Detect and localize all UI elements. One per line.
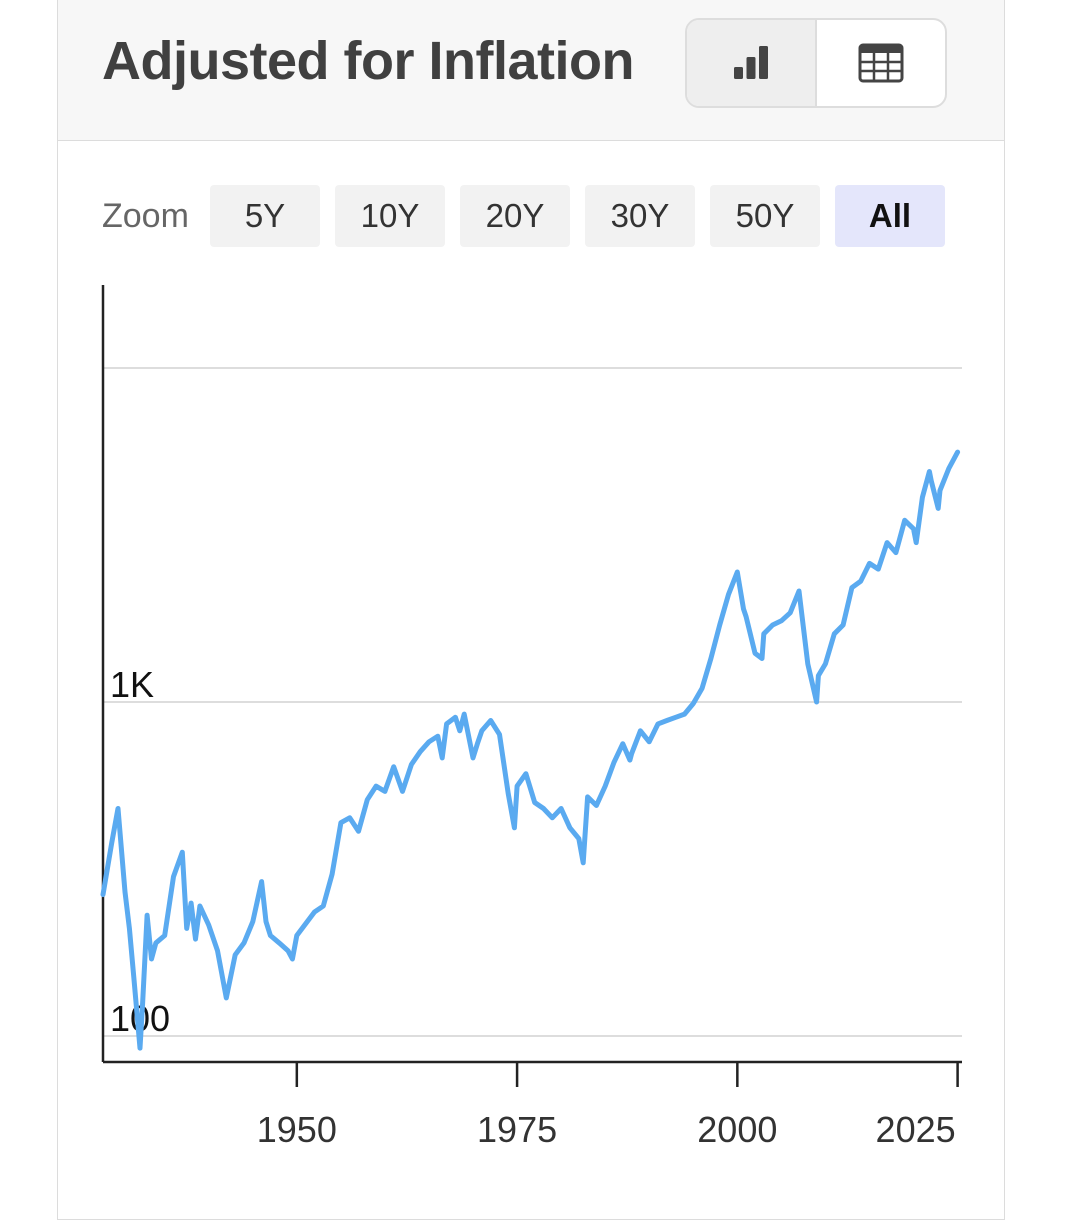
chart-view-button[interactable] — [687, 20, 817, 106]
zoom-all-button[interactable]: All — [835, 185, 945, 247]
x-tick-label: 1950 — [257, 1109, 337, 1150]
y-tick-label: 1K — [110, 664, 154, 705]
series-line — [100, 449, 961, 1051]
zoom-10y-button[interactable]: 10Y — [335, 185, 445, 247]
card-title: Adjusted for Inflation — [102, 31, 634, 91]
bar-chart-icon — [734, 46, 768, 79]
gridlines — [103, 367, 962, 1037]
series-layer — [100, 449, 961, 1051]
x-tick-label: 2025 — [876, 1109, 956, 1150]
axes — [101, 285, 962, 1064]
card-header: Adjusted for Inflation — [58, 0, 1004, 141]
view-toggle — [685, 18, 947, 108]
x-tick-label: 1975 — [477, 1109, 557, 1150]
table-view-button[interactable] — [817, 20, 945, 106]
zoom-bar: Zoom 5Y 10Y 20Y 30Y 50Y All — [102, 185, 952, 248]
zoom-5y-button[interactable]: 5Y — [210, 185, 320, 247]
x-tick-label: 2000 — [697, 1109, 777, 1150]
zoom-20y-button[interactable]: 20Y — [460, 185, 570, 247]
zoom-30y-button[interactable]: 30Y — [585, 185, 695, 247]
table-icon — [858, 43, 904, 83]
zoom-label: Zoom — [102, 197, 189, 235]
zoom-50y-button[interactable]: 50Y — [710, 185, 820, 247]
